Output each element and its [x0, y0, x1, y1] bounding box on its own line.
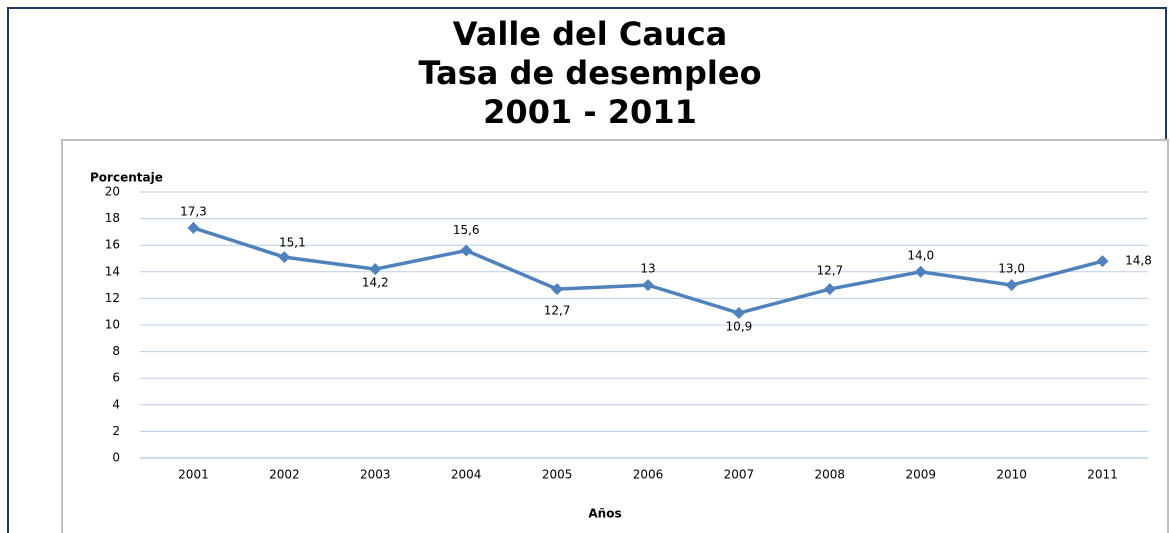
marker	[278, 251, 291, 264]
data-label: 13,0	[998, 262, 1025, 276]
x-tick-label: 2008	[815, 468, 846, 482]
data-label: 12,7	[816, 264, 843, 278]
data-label: 13	[640, 262, 655, 276]
y-tick-label: 12	[105, 291, 120, 305]
x-tick-label: 2010	[996, 468, 1027, 482]
marker	[1096, 255, 1109, 268]
marker	[187, 221, 200, 234]
x-tick-label: 2007	[724, 468, 755, 482]
y-tick-label: 16	[105, 238, 120, 252]
x-tick-label: 2002	[269, 468, 300, 482]
data-label: 15,6	[453, 223, 480, 237]
x-tick-label: 2004	[451, 468, 482, 482]
x-tick-label: 2011	[1087, 468, 1118, 482]
title-line: Valle del Cauca	[453, 15, 728, 53]
data-label: 14,2	[362, 276, 389, 290]
marker	[1005, 279, 1018, 292]
marker	[914, 265, 927, 278]
marker	[460, 244, 473, 257]
data-label: 14,0	[907, 248, 934, 262]
data-label: 12,7	[544, 304, 571, 318]
chart-frame	[61, 139, 1169, 533]
y-tick-label: 8	[112, 344, 120, 358]
x-tick-label: 2005	[542, 468, 573, 482]
title-line: Tasa de desempleo	[418, 54, 761, 92]
y-tick-label: 0	[112, 451, 120, 465]
marker	[823, 283, 836, 296]
y-axis-label: Porcentaje	[90, 171, 163, 185]
x-tick-label: 2009	[905, 468, 936, 482]
marker	[642, 279, 654, 292]
y-tick-label: 2	[112, 424, 120, 438]
data-label: 14,8	[1125, 254, 1152, 268]
y-tick-label: 6	[112, 371, 120, 385]
x-tick-label: 2001	[178, 468, 209, 482]
y-tick-label: 18	[105, 211, 120, 225]
data-label: 10,9	[726, 320, 753, 334]
y-tick-label: 14	[105, 264, 120, 278]
marker	[369, 263, 382, 276]
x-tick-label: 2006	[633, 468, 664, 482]
data-label: 15,1	[279, 236, 306, 250]
marker	[732, 307, 745, 320]
x-tick-label: 2003	[360, 468, 391, 482]
y-tick-label: 20	[105, 185, 120, 199]
y-tick-label: 4	[112, 397, 120, 411]
y-tick-label: 10	[105, 318, 120, 332]
data-label: 17,3	[180, 204, 207, 218]
title-line: 2001 - 2011	[483, 93, 697, 131]
marker	[551, 283, 564, 296]
x-axis-label: Años	[588, 507, 621, 521]
